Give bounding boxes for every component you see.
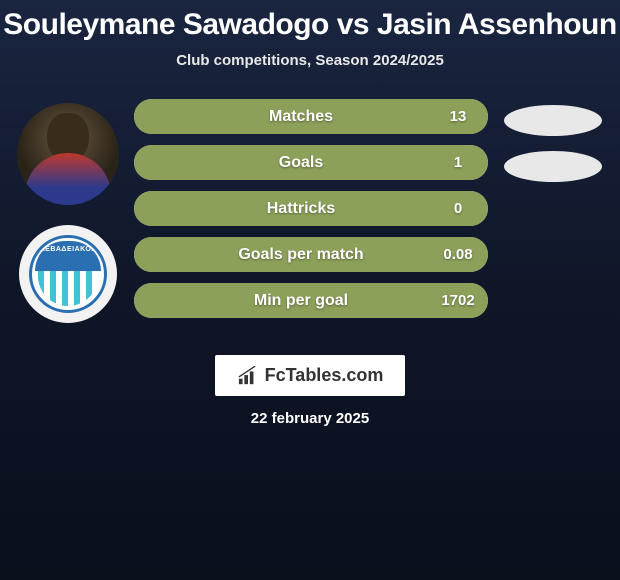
- chart-icon: [237, 366, 259, 386]
- stat-label: Hattricks: [134, 200, 428, 218]
- page-subtitle: Club competitions, Season 2024/2025: [0, 52, 620, 69]
- player-avatar: [17, 103, 119, 205]
- stat-row: Goals per match0.08: [134, 237, 488, 272]
- stats-column: Matches13 Goals1 Hattricks0 Goals per match…: [128, 99, 494, 318]
- stat-label: Matches: [134, 108, 428, 126]
- stat-value: 13: [428, 108, 488, 125]
- stat-value: 0.08: [428, 246, 488, 263]
- stat-label: Goals: [134, 154, 428, 172]
- oval-slot: [504, 149, 602, 184]
- stat-value: 0: [428, 200, 488, 217]
- stat-row: Goals1: [134, 145, 488, 180]
- left-column: ΛΕΒΑΔΕΙΑΚΟΣ: [8, 99, 128, 323]
- logo-text: FcTables.com: [265, 365, 384, 386]
- club-badge: ΛΕΒΑΔΕΙΑΚΟΣ: [19, 225, 117, 323]
- oval-slot: [504, 103, 602, 138]
- club-name-arch: ΛΕΒΑΔΕΙΑΚΟΣ: [35, 241, 101, 271]
- stat-label: Min per goal: [134, 292, 428, 310]
- fctables-logo: FcTables.com: [215, 355, 406, 396]
- content-wrapper: Souleymane Sawadogo vs Jasin Assenhoun C…: [0, 0, 620, 427]
- stat-value: 1702: [428, 292, 488, 309]
- page-title: Souleymane Sawadogo vs Jasin Assenhoun: [0, 8, 620, 42]
- stat-row: Matches13: [134, 99, 488, 134]
- stat-label: Goals per match: [134, 246, 428, 264]
- footer: FcTables.com 22 february 2025: [0, 355, 620, 427]
- club-stripes: [38, 271, 98, 306]
- main-area: ΛΕΒΑΔΕΙΑΚΟΣ Matches13 Goals1 Hattricks0 Goa…: [0, 99, 620, 323]
- comparison-oval: [504, 151, 602, 182]
- stat-value: 1: [428, 154, 488, 171]
- stat-row: Min per goal1702: [134, 283, 488, 318]
- stat-row: Hattricks0: [134, 191, 488, 226]
- right-column: [494, 99, 612, 322]
- club-badge-inner: ΛΕΒΑΔΕΙΑΚΟΣ: [29, 235, 107, 313]
- comparison-oval: [504, 105, 602, 136]
- footer-date: 22 february 2025: [251, 410, 369, 427]
